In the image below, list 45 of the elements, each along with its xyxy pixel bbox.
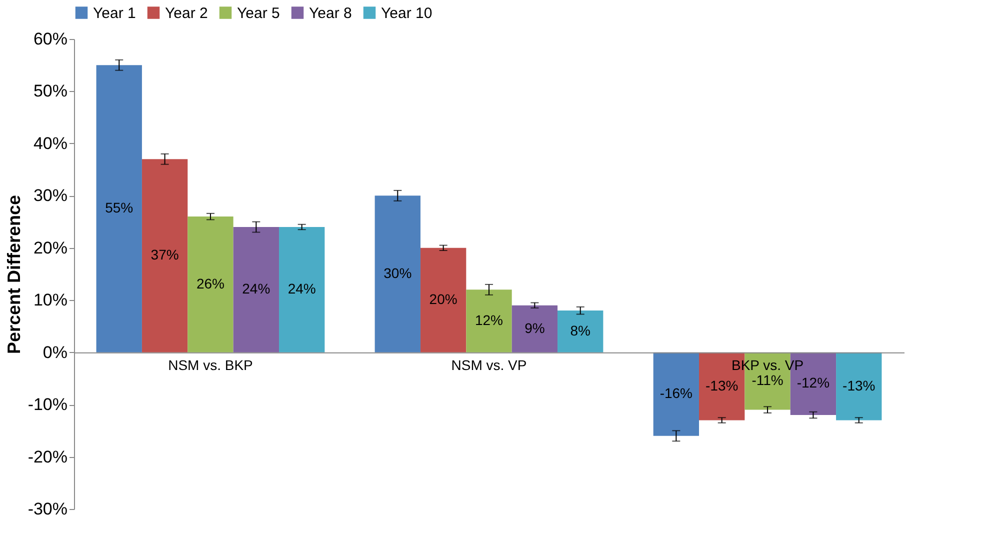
data-label: 8% xyxy=(570,322,590,338)
data-label: 9% xyxy=(524,320,545,336)
bar xyxy=(96,65,142,352)
x-tick-label: NSM vs. VP xyxy=(451,356,527,373)
bar xyxy=(374,196,420,352)
y-tick-label: 60% xyxy=(33,30,68,48)
y-tick-label: -30% xyxy=(28,500,68,518)
bar xyxy=(836,352,882,420)
legend-label: Year 1 xyxy=(93,4,136,22)
bar xyxy=(512,305,558,352)
bar xyxy=(466,290,512,352)
bar xyxy=(188,216,234,352)
y-tick-label: 0% xyxy=(42,342,68,362)
data-label: -16% xyxy=(660,385,693,402)
data-label: 20% xyxy=(429,291,458,308)
y-tick-label: 50% xyxy=(33,82,68,101)
x-tick-label: NSM vs. BKP xyxy=(168,356,253,373)
data-label: 55% xyxy=(105,200,134,216)
data-label: -13% xyxy=(706,377,738,394)
y-tick-label: 10% xyxy=(33,290,68,310)
data-label: 26% xyxy=(196,275,224,292)
y-tick-label: 40% xyxy=(33,134,68,153)
bar xyxy=(278,227,325,352)
legend-label: Year 10 xyxy=(381,4,432,22)
bar xyxy=(233,227,279,352)
data-label: -11% xyxy=(752,372,784,388)
y-axis-title: Percent Difference xyxy=(4,194,24,354)
bar xyxy=(558,310,604,352)
bar xyxy=(142,159,188,352)
data-label: 37% xyxy=(150,246,179,263)
bar xyxy=(653,352,700,436)
y-tick-label: 30% xyxy=(33,186,68,206)
data-label: -13% xyxy=(842,377,876,394)
data-label: 30% xyxy=(384,265,412,281)
bar xyxy=(420,248,466,352)
y-tick-label: -20% xyxy=(28,447,68,466)
data-label: 24% xyxy=(242,280,270,297)
data-label: -12% xyxy=(796,374,830,391)
y-tick-label: 20% xyxy=(33,238,68,258)
data-label: 12% xyxy=(474,312,504,328)
legend-label: Year 8 xyxy=(309,4,352,22)
legend-label: Year 5 xyxy=(237,4,280,22)
y-tick-label: -10% xyxy=(28,395,68,414)
data-label: 24% xyxy=(288,280,316,297)
legend-label: Year 2 xyxy=(165,4,208,22)
